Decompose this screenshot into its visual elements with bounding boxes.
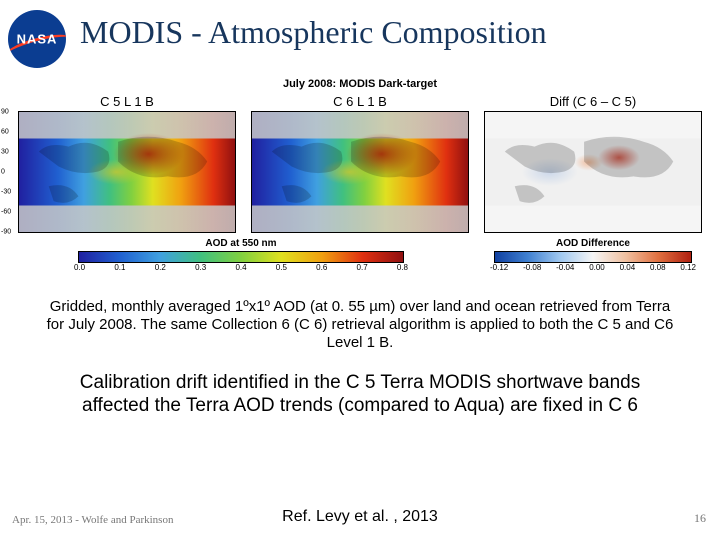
- tick: -0.04: [556, 263, 574, 272]
- caption-calibration: Calibration drift identified in the C 5 …: [60, 372, 660, 418]
- coastline-icon: [485, 112, 701, 233]
- nasa-logo-text: NASA: [17, 32, 58, 47]
- caption-gridded: Gridded, monthly averaged 1ºx1º AOD (at …: [40, 298, 680, 352]
- map-panel-c5: C 5 L 1 B 9060300-30-60-90: [18, 94, 236, 233]
- colorbar-aod-ticks: 0.0 0.1 0.2 0.3 0.4 0.5 0.6 0.7 0.8: [74, 263, 408, 272]
- world-map-diff: [484, 111, 702, 233]
- colorbar-diff: AOD Difference -0.12 -0.08 -0.04 0.00 0.…: [484, 238, 702, 272]
- slide-number: 16: [694, 511, 706, 526]
- colorbar-aod-label: AOD at 550 nm: [18, 238, 464, 249]
- tick: 0.00: [589, 263, 605, 272]
- colorbar-diff-ticks: -0.12 -0.08 -0.04 0.00 0.04 0.08 0.12: [490, 263, 696, 272]
- colorbar-aod: AOD at 550 nm 0.0 0.1 0.2 0.3 0.4 0.5 0.…: [18, 238, 464, 272]
- world-map-aod-c5: 9060300-30-60-90: [18, 111, 236, 233]
- ytick: -30: [1, 188, 11, 195]
- colorbar-diff-label: AOD Difference: [484, 238, 702, 249]
- ytick: -90: [1, 229, 11, 236]
- tick: 0.4: [235, 263, 246, 272]
- tick: 0.04: [620, 263, 636, 272]
- slide-title: MODIS - Atmospheric Composition: [80, 14, 547, 51]
- ytick: 90: [1, 109, 9, 116]
- tick: 0.6: [316, 263, 327, 272]
- ytick: -60: [1, 208, 11, 215]
- tick: 0.12: [680, 263, 696, 272]
- colorbar-aod-bar: [78, 251, 404, 263]
- tick: 0.5: [276, 263, 287, 272]
- ytick: 30: [1, 148, 9, 155]
- maps-row: C 5 L 1 B 9060300-30-60-90 C 6 L 1 B Dif…: [18, 94, 702, 233]
- tick: 0.0: [74, 263, 85, 272]
- map-label: C 5 L 1 B: [18, 94, 236, 109]
- world-map-aod-c6: [251, 111, 469, 233]
- tick: 0.7: [357, 263, 368, 272]
- coastline-icon: [252, 112, 468, 233]
- nasa-logo: NASA: [8, 10, 66, 68]
- tick: 0.1: [114, 263, 125, 272]
- coastline-icon: [19, 112, 235, 233]
- ytick: 0: [1, 169, 5, 176]
- colorbar-diff-bar: [494, 251, 692, 263]
- map-panel-c6: C 6 L 1 B: [251, 94, 469, 233]
- tick: -0.08: [523, 263, 541, 272]
- map-panel-diff: Diff (C 6 – C 5): [484, 94, 702, 233]
- tick: -0.12: [490, 263, 508, 272]
- footer-reference: Ref. Levy et al. , 2013: [0, 508, 720, 526]
- tick: 0.3: [195, 263, 206, 272]
- maps-subtitle: July 2008: MODIS Dark-target: [0, 78, 720, 90]
- ytick: 60: [1, 128, 9, 135]
- tick: 0.8: [397, 263, 408, 272]
- map-label: Diff (C 6 – C 5): [484, 94, 702, 109]
- tick: 0.2: [155, 263, 166, 272]
- colorbars-row: AOD at 550 nm 0.0 0.1 0.2 0.3 0.4 0.5 0.…: [18, 238, 702, 272]
- map-label: C 6 L 1 B: [251, 94, 469, 109]
- tick: 0.08: [650, 263, 666, 272]
